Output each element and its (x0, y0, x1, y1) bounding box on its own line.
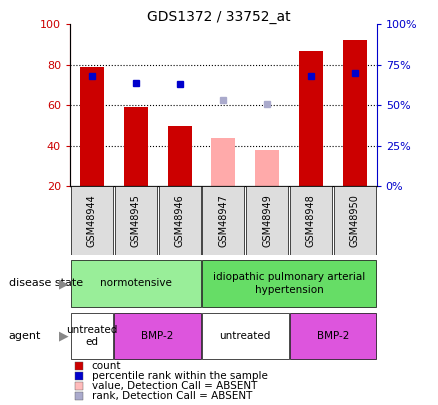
Text: GSM48949: GSM48949 (262, 194, 272, 247)
Text: ▶: ▶ (59, 330, 69, 343)
Bar (212, 138, 236, 186)
Bar (168, 126, 192, 186)
Text: untreated: untreated (219, 331, 271, 341)
Bar (334, 186, 376, 255)
Text: GSM48946: GSM48946 (175, 194, 184, 247)
Text: agent: agent (9, 331, 41, 341)
Text: value, Detection Call = ABSENT: value, Detection Call = ABSENT (92, 381, 257, 391)
Bar (71, 186, 113, 255)
Bar (255, 150, 279, 186)
Bar (114, 313, 201, 360)
Text: disease state: disease state (9, 279, 83, 288)
Bar (124, 107, 148, 186)
Bar (299, 51, 323, 186)
Bar (115, 186, 157, 255)
Text: GSM48945: GSM48945 (131, 194, 141, 247)
Text: percentile rank within the sample: percentile rank within the sample (92, 371, 268, 381)
Bar (246, 186, 288, 255)
Text: GSM48947: GSM48947 (219, 194, 228, 247)
Bar (290, 313, 376, 360)
Bar (202, 313, 289, 360)
Text: BMP-2: BMP-2 (141, 331, 174, 341)
Bar (159, 186, 201, 255)
Text: normotensive: normotensive (100, 279, 172, 288)
Text: ▶: ▶ (59, 277, 69, 290)
Text: GSM48944: GSM48944 (87, 194, 97, 247)
Text: GDS1372 / 33752_at: GDS1372 / 33752_at (147, 10, 291, 24)
Bar (71, 260, 201, 307)
Bar (202, 186, 244, 255)
Text: rank, Detection Call = ABSENT: rank, Detection Call = ABSENT (92, 391, 252, 401)
Bar (80, 67, 104, 186)
Text: untreated
ed: untreated ed (66, 325, 118, 347)
Bar (71, 313, 113, 360)
Text: count: count (92, 360, 121, 371)
Text: GSM48950: GSM48950 (350, 194, 360, 247)
Text: GSM48948: GSM48948 (306, 194, 316, 247)
Text: BMP-2: BMP-2 (317, 331, 349, 341)
Bar (343, 40, 367, 186)
Bar (290, 186, 332, 255)
Text: idiopathic pulmonary arterial
hypertension: idiopathic pulmonary arterial hypertensi… (213, 272, 365, 295)
Bar (202, 260, 376, 307)
